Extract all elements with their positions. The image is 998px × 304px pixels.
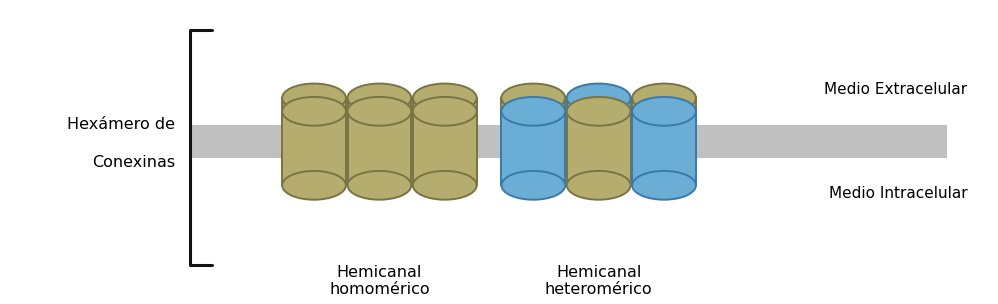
Bar (567, 98, 631, 172)
Text: Hemicanal
heteromérico: Hemicanal heteromérico (545, 265, 653, 297)
Ellipse shape (347, 171, 411, 200)
Ellipse shape (413, 97, 477, 126)
Ellipse shape (567, 97, 631, 126)
Ellipse shape (282, 171, 346, 200)
Ellipse shape (347, 97, 411, 126)
Bar (567, 111, 631, 185)
Ellipse shape (501, 171, 565, 200)
Bar (190, 126, 947, 158)
Text: Medio Intracelular: Medio Intracelular (828, 186, 967, 201)
Bar (413, 111, 477, 185)
Ellipse shape (282, 84, 346, 112)
Ellipse shape (347, 157, 411, 186)
Bar (347, 111, 411, 185)
Ellipse shape (632, 171, 696, 200)
Ellipse shape (501, 157, 565, 186)
Ellipse shape (632, 157, 696, 186)
Ellipse shape (347, 84, 411, 112)
Ellipse shape (282, 97, 346, 126)
Ellipse shape (632, 84, 696, 112)
Ellipse shape (632, 97, 696, 126)
Ellipse shape (567, 84, 631, 112)
Bar (282, 98, 346, 172)
Text: Hexámero de: Hexámero de (67, 116, 175, 132)
Ellipse shape (413, 171, 477, 200)
Text: Conexinas: Conexinas (92, 155, 175, 170)
Bar (501, 111, 565, 185)
Text: Hemicanal
homomérico: Hemicanal homomérico (329, 265, 430, 297)
Ellipse shape (413, 157, 477, 186)
Ellipse shape (567, 157, 631, 186)
Bar (413, 98, 477, 172)
Ellipse shape (282, 157, 346, 186)
Bar (347, 98, 411, 172)
Bar (632, 98, 696, 172)
Text: Medio Extracelular: Medio Extracelular (824, 82, 967, 98)
Bar (632, 111, 696, 185)
Ellipse shape (413, 84, 477, 112)
Ellipse shape (567, 171, 631, 200)
Bar (282, 111, 346, 185)
Ellipse shape (501, 84, 565, 112)
Ellipse shape (501, 97, 565, 126)
Bar (501, 98, 565, 172)
